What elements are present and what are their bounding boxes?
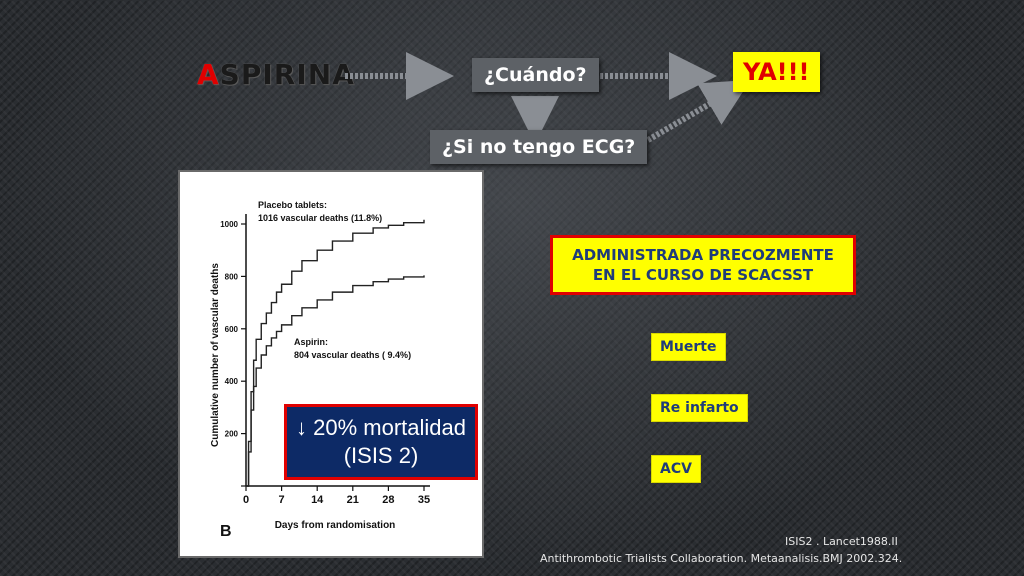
panel-label: B — [220, 523, 232, 540]
y-tick-label: 1000 — [220, 220, 238, 229]
admin-line-2: EN EL CURSO DE SCACSST — [592, 266, 814, 284]
ya-box: YA!!! — [733, 52, 820, 92]
annotation-placebo-line1: Placebo tablets: — [258, 200, 327, 210]
si-no-ecg-box: ¿Si no tengo ECG? — [430, 130, 648, 164]
annotation-aspirin-line1: Aspirin: — [294, 337, 328, 347]
x-tick-label: 21 — [347, 494, 359, 506]
annotation-placebo-line2: 1016 vascular deaths (11.8%) — [258, 213, 382, 223]
x-tick-label: 28 — [382, 494, 394, 506]
x-tick-label: 35 — [418, 494, 430, 506]
series-line-1 — [246, 219, 425, 487]
reference-isis2: ISIS2 . Lancet1988.II — [785, 535, 898, 548]
admin-line-1: ADMINISTRADA PRECOZMENTE — [572, 246, 834, 264]
x-tick-label: 7 — [279, 494, 285, 506]
y-tick-label: 200 — [225, 430, 239, 439]
isis2-chart: 200 400 600 800 1000 0 7 14 21 28 35 Days from rand… — [210, 200, 430, 540]
administrada-box: ADMINISTRADA PRECOZMENTE EN EL CURSO DE … — [550, 235, 856, 295]
y-axis-label: Cumulative number of vascular deaths — [210, 263, 221, 447]
series-line-2 — [246, 275, 425, 487]
arrow-ecg-ya — [646, 79, 751, 143]
title-rest: SPIRINA — [219, 58, 355, 91]
chart-panel: 200 400 600 800 1000 0 7 14 21 28 35 Days from rand… — [180, 172, 482, 556]
reinfarto-label: Re infarto — [651, 394, 748, 422]
x-axis-label: Days from randomisation — [275, 520, 396, 531]
mortalidad-line-1: ↓ 20% mortalidad — [296, 415, 466, 440]
y-tick-label: 800 — [225, 272, 239, 281]
muerte-label: Muerte — [651, 333, 726, 361]
reference-att: Antithrombotic Trialists Collaboration. … — [540, 552, 903, 565]
slide-title: ASPIRINA — [197, 58, 355, 91]
y-tick-label: 600 — [225, 325, 239, 334]
title-first-letter: A — [197, 58, 220, 91]
cuando-box: ¿Cuándo? — [472, 58, 599, 92]
x-tick-label: 0 — [243, 494, 249, 506]
y-tick-label: 400 — [225, 377, 239, 386]
mortalidad-box: ↓ 20% mortalidad (ISIS 2) — [284, 404, 478, 480]
mortalidad-line-2: (ISIS 2) — [343, 443, 419, 468]
acv-label: ACV — [651, 455, 701, 483]
annotation-aspirin-line2: 804 vascular deaths ( 9.4%) — [294, 350, 411, 360]
x-tick-label: 14 — [311, 494, 324, 506]
